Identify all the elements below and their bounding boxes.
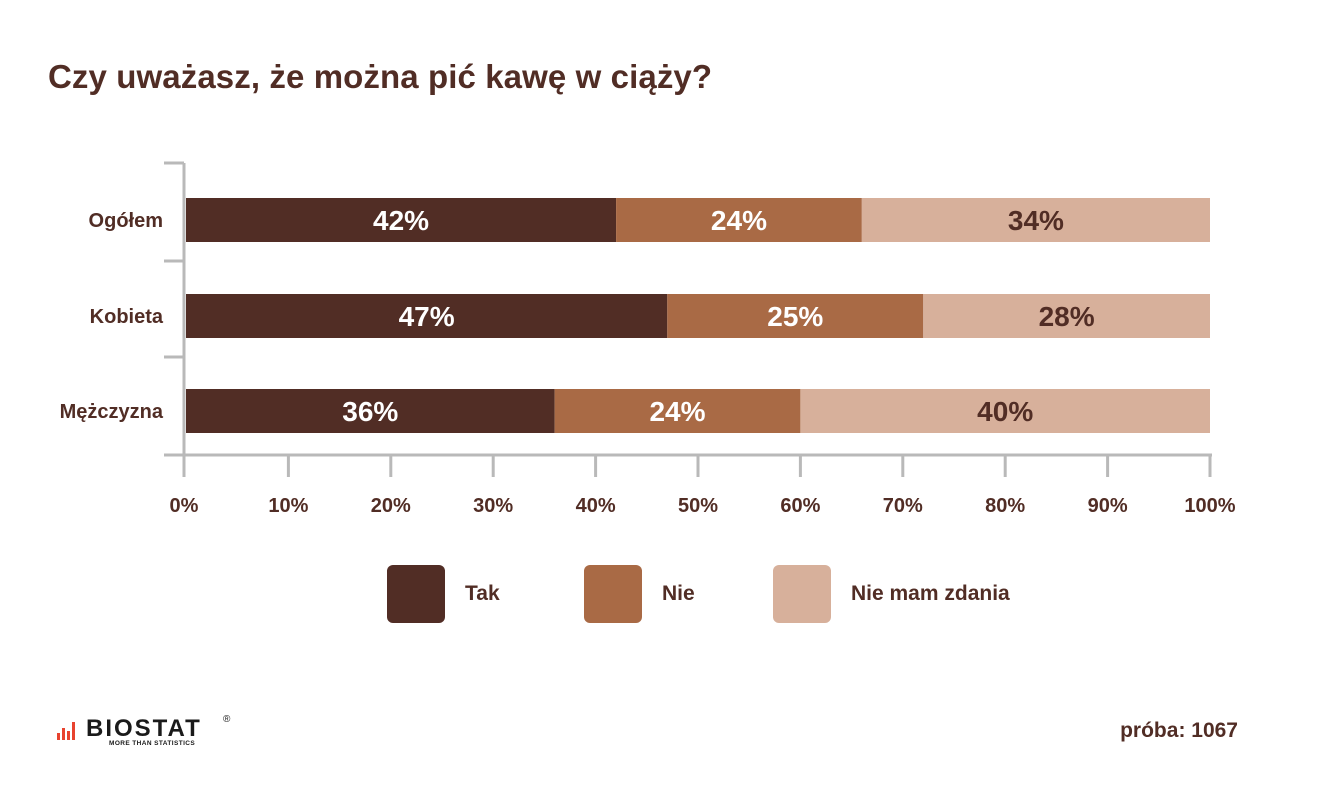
legend-item: Tak — [387, 565, 500, 623]
bar-chart-icon — [57, 720, 81, 740]
data-label: 42% — [373, 205, 429, 236]
category-label: Ogółem — [89, 210, 163, 232]
data-label: 47% — [399, 301, 455, 332]
bar-segment — [861, 198, 1210, 242]
stacked-bar-chart: 0% 10% 20% 30% 40% 50% 60% 70% 80% 90% 100% Ogółem K… — [60, 161, 1236, 517]
category-label: Kobieta — [90, 306, 164, 328]
x-tick-label: 80% — [985, 495, 1025, 517]
x-tick-label: 0% — [170, 495, 199, 517]
bar-segment — [554, 389, 801, 433]
bar-segment — [186, 294, 668, 338]
data-label: 24% — [649, 396, 705, 427]
x-tick-label: 60% — [780, 495, 820, 517]
x-tick-label: 40% — [576, 495, 616, 517]
x-tick-label: 50% — [678, 495, 718, 517]
x-tick-label: 30% — [473, 495, 513, 517]
biostat-logo: BIOSTAT ® MORE THAN STATISTICS — [57, 714, 247, 750]
brand-tagline: MORE THAN STATISTICS — [109, 740, 196, 747]
chart-title: Czy uważasz, że można pić kawę w ciąży? — [48, 58, 713, 95]
bar-segment — [186, 198, 617, 242]
bar-segment — [616, 198, 862, 242]
data-label: 34% — [1008, 205, 1064, 236]
bar-segment — [800, 389, 1210, 433]
category-label: Mężczyzna — [60, 401, 164, 423]
data-label: 40% — [977, 396, 1033, 427]
x-tick-label: 90% — [1088, 495, 1128, 517]
x-tick-label: 70% — [883, 495, 923, 517]
x-tick-label: 100% — [1184, 495, 1235, 517]
legend-swatch — [773, 565, 831, 623]
legend-item: Nie mam zdania — [773, 565, 1010, 623]
x-tick-label: 10% — [268, 495, 308, 517]
legend-label: Nie mam zdania — [851, 582, 1010, 605]
legend-swatch — [387, 565, 445, 623]
bar-segment — [923, 294, 1210, 338]
chart-legend: Tak Nie Nie mam zdania — [0, 565, 1330, 623]
legend-swatch — [584, 565, 642, 623]
legend-label: Nie — [662, 582, 695, 605]
sample-size: próba: 1067 — [1120, 719, 1238, 742]
bar-segment — [186, 389, 555, 433]
data-label: 25% — [767, 301, 823, 332]
legend-item: Nie — [584, 565, 695, 623]
brand-name: BIOSTAT — [86, 715, 202, 742]
legend-label: Tak — [465, 582, 500, 605]
x-tick-label: 20% — [371, 495, 411, 517]
registered-mark: ® — [223, 714, 231, 725]
bar-segment — [667, 294, 924, 338]
data-label: 36% — [342, 396, 398, 427]
data-label: 24% — [711, 205, 767, 236]
data-label: 28% — [1039, 301, 1095, 332]
